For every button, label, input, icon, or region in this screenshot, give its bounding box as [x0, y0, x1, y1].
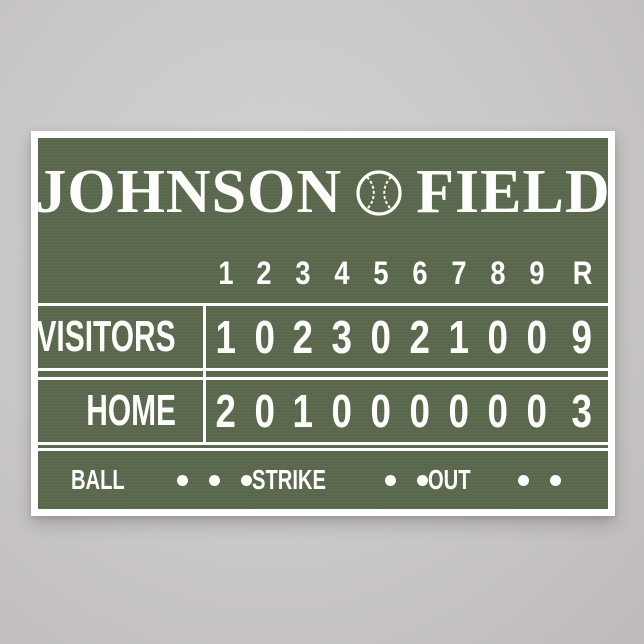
visitors-label: VISITORS: [36, 312, 176, 361]
home-inning-8: 0: [487, 385, 509, 437]
strike-counter: STRIKE: [252, 466, 429, 494]
inning-header-5: 5: [373, 254, 389, 291]
inning-header-1: 1: [217, 254, 234, 291]
visitors-label-area: VISITORS: [36, 306, 206, 368]
count-row: BALL STRIKE OUT: [38, 448, 608, 509]
count-dot: [417, 474, 429, 486]
inning-header-6: 6: [412, 254, 428, 291]
scoreboard: JOHNSON FIELD 1 2 3 4 5 6 7 8 9 R VISITO…: [35, 138, 611, 509]
inning-header-7: 7: [451, 254, 467, 291]
home-inning-6: 0: [409, 385, 431, 437]
visitors-inning-5: 0: [370, 311, 392, 363]
home-scores: 2 0 1 0 0 0 0 0 0 3: [206, 380, 608, 442]
strike-dots: [364, 474, 429, 486]
out-counter: OUT: [428, 464, 562, 495]
ball-dots: [156, 474, 252, 486]
visitors-inning-4: 3: [331, 311, 353, 363]
field-title: JOHNSON FIELD: [35, 152, 611, 232]
home-inning-7: 0: [448, 385, 470, 437]
team-score-divider: [203, 303, 206, 445]
out-dots: [497, 474, 562, 486]
innings-header: 1 2 3 4 5 6 7 8 9 R: [206, 254, 608, 292]
scoreboard-poster: JOHNSON FIELD 1 2 3 4 5 6 7 8 9 R VISITO…: [31, 131, 615, 516]
inning-header-8: 8: [490, 254, 506, 291]
visitors-runs: 9: [571, 311, 593, 363]
home-label: HOME: [86, 386, 176, 435]
visitors-inning-6: 2: [409, 311, 431, 363]
home-label-area: HOME: [38, 380, 206, 442]
count-dot: [518, 474, 530, 486]
visitors-inning-3: 2: [293, 311, 314, 363]
home-inning-9: 0: [526, 385, 548, 437]
home-inning-4: 0: [331, 385, 353, 437]
inning-header-4: 4: [334, 254, 350, 291]
out-label: OUT: [428, 464, 471, 495]
count-dot: [208, 474, 220, 486]
visitors-scores: 1 0 2 3 0 2 1 0 0 9: [206, 306, 608, 368]
visitors-inning-1: 1: [215, 311, 236, 363]
count-dot: [176, 474, 188, 486]
home-inning-1: 2: [215, 385, 236, 437]
inning-header-9: 9: [529, 254, 545, 291]
home-runs: 3: [571, 385, 593, 437]
strike-label: STRIKE: [251, 464, 326, 495]
ball-counter: BALL: [71, 466, 252, 494]
title-word-left: JOHNSON: [35, 158, 343, 226]
home-inning-3: 1: [293, 385, 314, 437]
home-inning-5: 0: [370, 385, 392, 437]
visitors-inning-9: 0: [526, 311, 548, 363]
home-row: HOME 2 0 1 0 0 0 0 0 0 3: [38, 377, 608, 445]
inning-header-3: 3: [295, 254, 311, 291]
home-inning-2: 0: [254, 385, 275, 437]
visitors-inning-7: 1: [448, 311, 470, 363]
count-dot: [385, 474, 397, 486]
visitors-row: VISITORS 1 0 2 3 0 2 1 0 0 9: [36, 303, 608, 371]
ball-label: BALL: [71, 464, 125, 495]
count-dot: [550, 474, 562, 486]
visitors-inning-8: 0: [487, 311, 509, 363]
title-word-right: FIELD: [416, 158, 611, 226]
baseball-icon: [356, 170, 402, 216]
inning-header-2: 2: [256, 254, 272, 291]
visitors-inning-2: 0: [254, 311, 275, 363]
inning-header-runs: R: [572, 254, 592, 291]
count-dot: [240, 474, 252, 486]
